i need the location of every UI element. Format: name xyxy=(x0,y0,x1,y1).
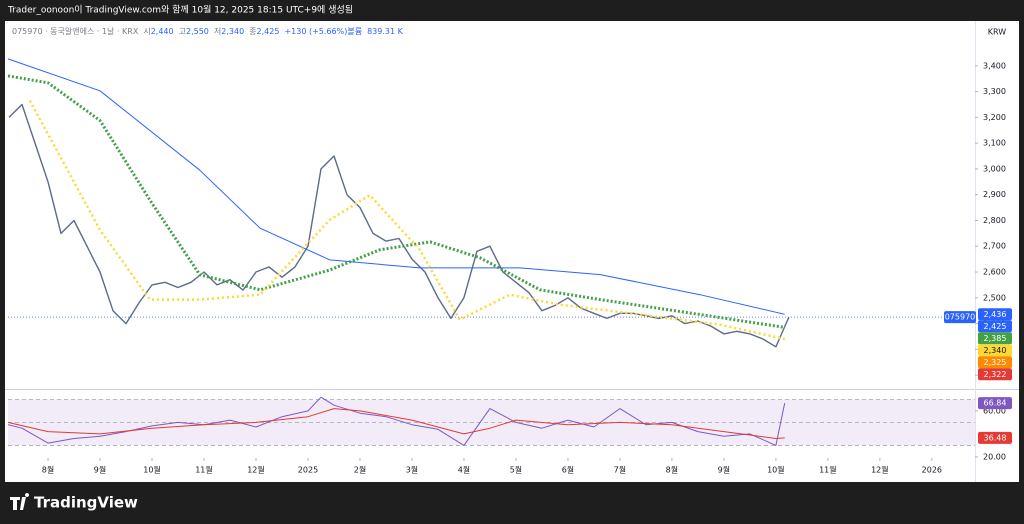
x-tick-label: 8월 xyxy=(666,465,678,475)
x-tick-label: 4월 xyxy=(458,465,470,475)
series-line xyxy=(7,74,785,329)
y-tick-label: 3,000 xyxy=(983,164,1006,173)
header-item: 075970 · 동국알앤에스 · 1날 · KRX xyxy=(12,26,139,36)
price-tag-label: 36.48 xyxy=(984,433,1007,442)
x-tick-label: 12월 xyxy=(247,465,265,475)
y-tick-label: 20.00 xyxy=(983,452,1006,461)
symbol-tag xyxy=(944,311,976,324)
currency: KRW xyxy=(988,28,1006,37)
caption: Trader_oonoon이 TradingView.com와 함께 10월 1… xyxy=(7,4,353,16)
y-tick-label: 2,500 xyxy=(983,293,1006,302)
price-tag xyxy=(978,332,1012,345)
x-tick-label: 10월 xyxy=(767,465,785,475)
price-tag-label: 2,425 xyxy=(984,322,1007,331)
y-tick-label: 3,200 xyxy=(983,113,1006,122)
x-tick-label: 11월 xyxy=(195,465,213,475)
price-tag xyxy=(978,320,1012,333)
y-tick-label: 3,100 xyxy=(983,139,1006,148)
header-item: 2,550 xyxy=(186,27,209,36)
header-item: 종 xyxy=(249,27,256,36)
price-tag-label: 2,325 xyxy=(984,358,1007,367)
header-item: 2,425 xyxy=(257,27,280,36)
x-tick-label: 2월 xyxy=(354,465,366,475)
series-line xyxy=(7,58,785,315)
y-tick-label: 2,600 xyxy=(983,268,1006,277)
x-tick-label: 10월 xyxy=(143,465,161,475)
x-tick-label: 11월 xyxy=(819,465,837,475)
y-tick-label: 3,400 xyxy=(983,61,1006,70)
series-line xyxy=(7,408,785,439)
header-item: 839.31 K xyxy=(367,27,404,36)
x-tick-label: 8월 xyxy=(42,465,54,475)
y-tick-label: 2,900 xyxy=(983,190,1006,199)
x-tick-label: 3월 xyxy=(406,465,418,475)
brand: TradingView xyxy=(34,494,138,512)
price-tag-label: 2,322 xyxy=(984,370,1007,379)
logo-icon xyxy=(10,493,30,510)
y-tick-label: 2,800 xyxy=(983,216,1006,225)
header: 075970 · 동국알앤에스 · 1날 · KRX 시2,440 고2,550 저2… xyxy=(12,26,404,36)
header-item: 시 xyxy=(143,27,150,36)
x-tick-label: 2025 xyxy=(298,466,318,475)
price-tag-label: 66.84 xyxy=(984,399,1007,408)
x-tick-label: 9월 xyxy=(94,465,106,475)
price-tag xyxy=(978,431,1012,444)
price-tag xyxy=(978,397,1012,410)
x-tick-label: 2026 xyxy=(922,466,942,475)
header-item: +130 (+5.66%) xyxy=(284,27,347,36)
series-line xyxy=(8,103,790,348)
x-tick-label: 6월 xyxy=(562,465,574,475)
price-tag xyxy=(978,356,1012,369)
x-tick-label: 7월 xyxy=(614,465,626,475)
price-tag xyxy=(978,308,1012,321)
header-item: 2,340 xyxy=(221,27,244,36)
y-tick-label: 3,300 xyxy=(983,87,1006,96)
header-item: 저 xyxy=(214,27,221,36)
y-tick-label: 2,700 xyxy=(983,242,1006,251)
header-item: 2,440 xyxy=(151,27,174,36)
header-item: 고 xyxy=(179,27,186,36)
price-tag-label: 2,436 xyxy=(984,310,1007,319)
header-item: 볼륨 xyxy=(347,26,362,36)
price-tag-label: 2,340 xyxy=(984,346,1007,355)
x-tick-label: 9월 xyxy=(718,465,730,475)
price-tag xyxy=(978,368,1012,381)
symbol-tag-label: 075970 xyxy=(945,313,976,322)
x-tick-label: 12월 xyxy=(871,465,889,475)
price-tag xyxy=(978,344,1012,357)
y-tick-label: 60.00 xyxy=(983,406,1006,415)
price-tag-label: 2,385 xyxy=(984,334,1007,343)
series-line xyxy=(28,100,785,341)
x-tick-label: 5월 xyxy=(510,465,522,475)
